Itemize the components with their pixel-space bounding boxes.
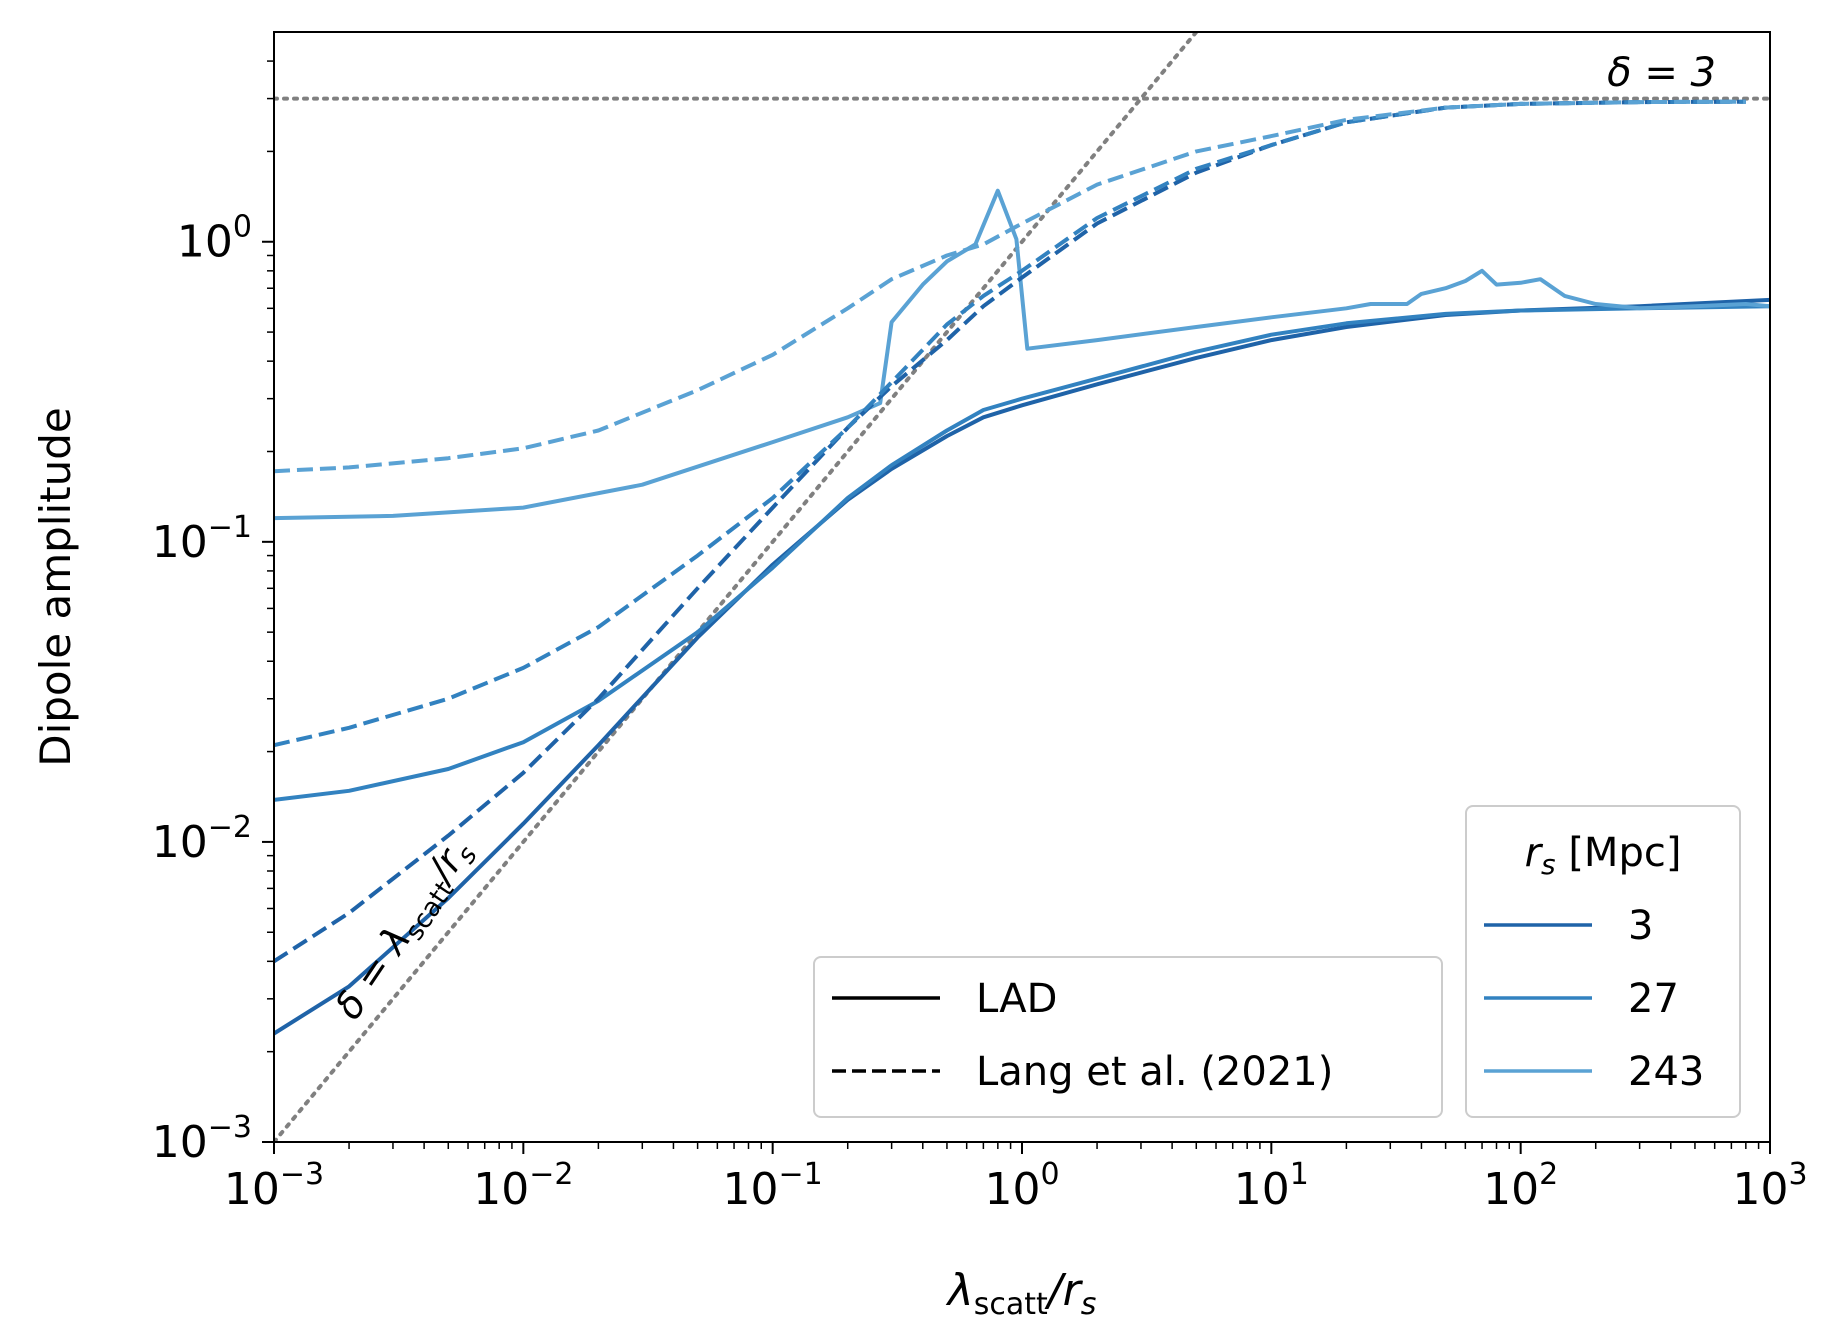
x-tick-label: 100 (984, 1157, 1059, 1215)
legend-rs-3-label: 3 (1628, 903, 1653, 949)
y-tick-label: 10−2 (152, 810, 252, 868)
x-axis-label: λscatt/rs (946, 1265, 1097, 1322)
legend-rs-27-label: 27 (1628, 976, 1679, 1022)
series-lines (274, 99, 1770, 1036)
y-axis-label: Dipole amplitude (31, 407, 80, 766)
legend-entry-lad: LAD (976, 976, 1057, 1022)
x-tick-label: 10−3 (224, 1157, 324, 1215)
legend-entry-lang: Lang et al. (2021) (976, 1049, 1333, 1095)
legend-rs-243-label: 243 (1628, 1049, 1704, 1095)
legend-rs-box (1465, 805, 1741, 1118)
y-tick-label: 10−3 (152, 1110, 252, 1168)
legend-model-box (813, 956, 1443, 1118)
axis-ticks: 10−3 10−2 10−1 100 101 102 103 10−3 10−2 10−1 100 (152, 60, 1808, 1215)
x-tick-label: 10−2 (473, 1157, 573, 1215)
legend-rs: rs [Mpc] 3 27 243 (1465, 805, 1741, 1118)
x-tick-label: 103 (1732, 1157, 1807, 1215)
series-line-rs-27-lad (274, 304, 1770, 802)
reference-lines (274, 32, 1770, 1142)
x-tick-label: 102 (1483, 1157, 1558, 1215)
series-line-rs-243-lad (274, 188, 1770, 521)
y-tick-label: 10−1 (152, 510, 252, 568)
x-tick-label: 10−1 (723, 1157, 823, 1215)
x-tick-label: 101 (1234, 1157, 1309, 1215)
delta-three-annotation: δ = 3 (1607, 50, 1716, 96)
y-tick-label: 100 (177, 210, 252, 268)
series-line-rs-243-lang (274, 99, 1746, 474)
legend-model: LAD Lang et al. (2021) (813, 956, 1443, 1118)
legend-rs-title: rs [Mpc] (1525, 830, 1682, 881)
reference-line-diagonal (274, 32, 1199, 1142)
